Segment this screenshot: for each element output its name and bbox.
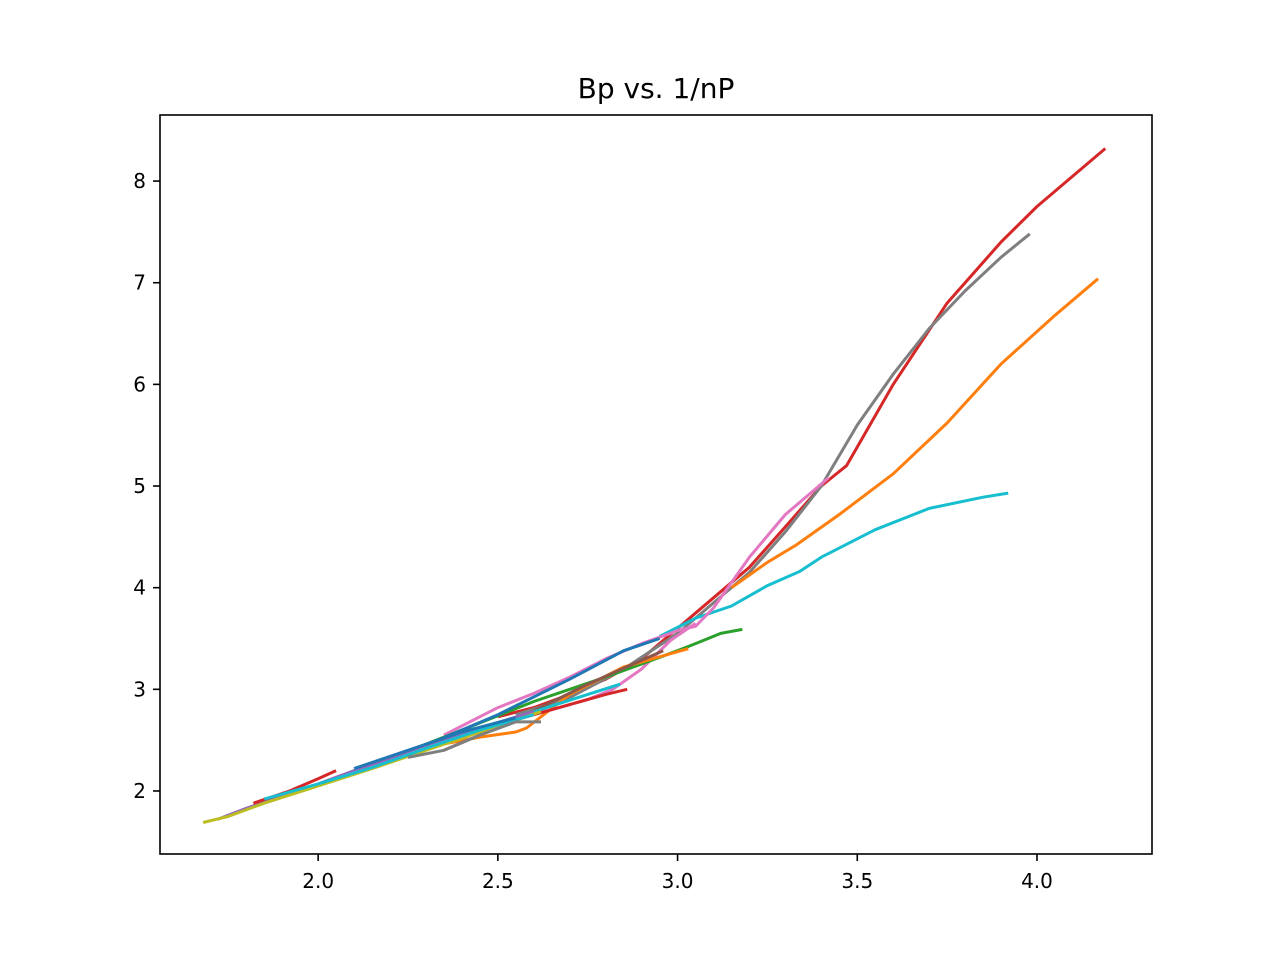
y-tick-label: 8 (133, 169, 146, 193)
series-line-4 (658, 491, 1009, 638)
series-line-16 (263, 713, 535, 801)
x-tick-label: 2.5 (482, 869, 514, 893)
y-tick-label: 7 (133, 271, 146, 295)
series-line-3 (730, 277, 1100, 589)
plot-area (202, 147, 1107, 824)
y-tick-label: 3 (133, 677, 146, 701)
x-tick-label: 2.0 (302, 869, 334, 893)
series-line-18 (407, 720, 541, 759)
series-line-9 (425, 637, 661, 747)
series-line-12 (515, 687, 628, 722)
x-tick-label: 3.5 (841, 869, 873, 893)
series-line-5 (443, 476, 830, 737)
chart-title: Bp vs. 1/nP (578, 72, 735, 105)
y-axis: 2 3 4 5 6 7 8 (133, 169, 160, 803)
x-tick-label: 4.0 (1021, 869, 1053, 893)
y-tick-label: 6 (133, 372, 146, 396)
series-line-17 (353, 716, 517, 771)
y-tick-label: 2 (133, 779, 146, 803)
x-tick-label: 3.0 (662, 869, 694, 893)
y-tick-label: 4 (133, 576, 146, 600)
x-axis: 2.0 2.5 3.0 3.5 4.0 (302, 854, 1053, 893)
plot-frame (159, 114, 1153, 855)
y-tick-label: 5 (133, 474, 146, 498)
